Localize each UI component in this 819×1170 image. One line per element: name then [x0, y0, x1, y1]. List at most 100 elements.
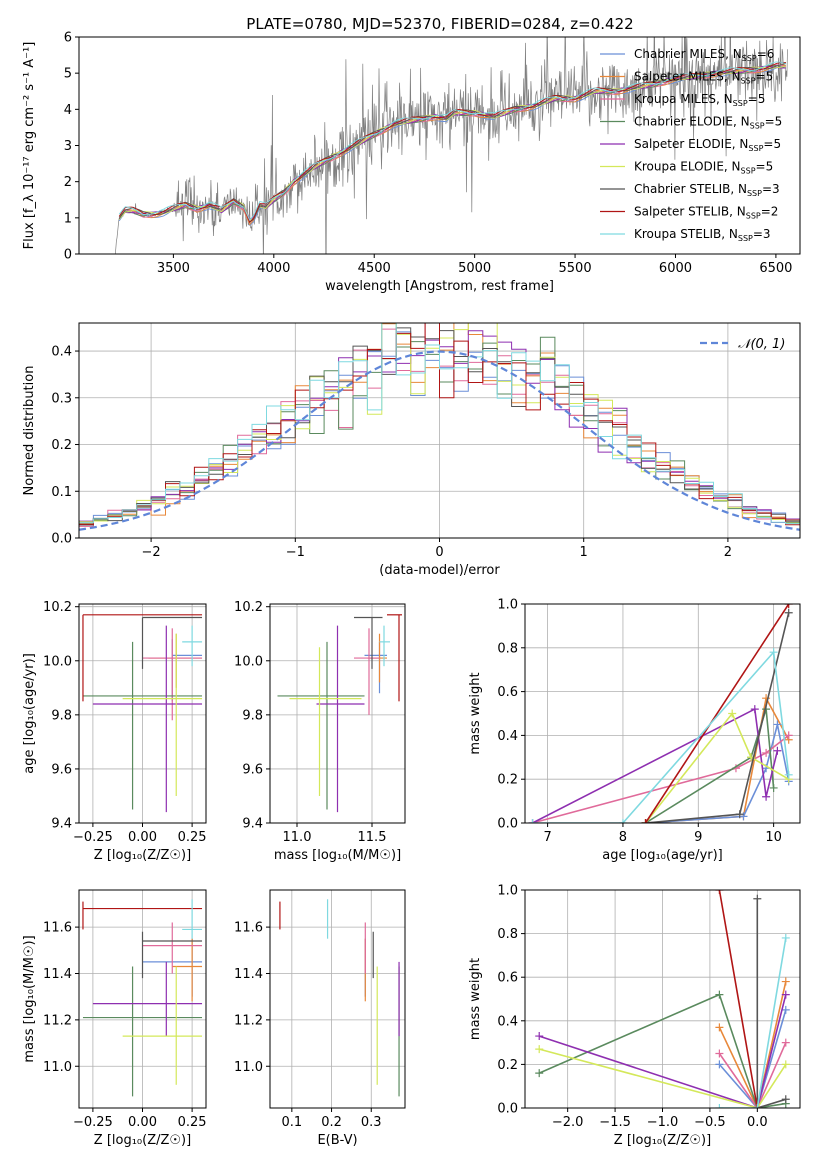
- model-kroupa-stelib: [118, 61, 787, 222]
- x-tick-label: 0.00: [128, 830, 157, 845]
- legend-sub: SSP: [750, 122, 765, 131]
- weight-marker: [618, 819, 627, 823]
- errorbar-chabrier-elodie: [82, 641, 203, 810]
- legend-suffix: =5: [765, 115, 783, 129]
- legend-sub: SSP: [747, 189, 762, 198]
- x-axis-label: age [log₁₀(age/yr)]: [602, 848, 723, 863]
- x-tick-label: 5000: [458, 261, 491, 276]
- weight-marker: [769, 648, 778, 657]
- legend-sub: SSP: [746, 212, 761, 221]
- weight-marker: [784, 608, 793, 617]
- legend-label: Kroupa STELIB, N: [634, 227, 738, 241]
- y-tick-label: 10.0: [43, 654, 72, 669]
- weight-marker: [762, 792, 771, 801]
- weight-line-salpeter-elodie: [532, 707, 779, 823]
- x-tick-label: −1.5: [599, 1115, 631, 1130]
- errorbar-salpeter-miles: [172, 938, 203, 1002]
- y-axis-label: mass [log₁₀(M/M☉)]: [22, 935, 37, 1062]
- legend-label: Chabrier ELODIE, N: [634, 115, 750, 129]
- legend-suffix: =5: [756, 160, 774, 174]
- x-axis-label: (data-model)/error: [379, 563, 500, 578]
- weight-line-kroupa-elodie: [538, 1048, 787, 1108]
- weight-line-salpeter-stelib: [718, 890, 759, 1108]
- y-tick-label: 3: [64, 139, 72, 154]
- legend-entry: Salpeter STELIB, NSSP=2: [634, 205, 778, 221]
- weight-marker: [715, 1023, 724, 1032]
- legend-sub: SSP: [741, 167, 756, 176]
- errorbars: [277, 614, 402, 813]
- x-tick-label: 4000: [257, 261, 290, 276]
- legend-entry: Chabrier ELODIE, NSSP=5: [634, 115, 782, 131]
- errorbar-kroupa-stelib: [182, 625, 203, 667]
- x-tick-label: 0.00: [128, 1115, 157, 1130]
- axes-frame: [269, 603, 406, 824]
- weight-marker: [762, 748, 771, 757]
- x-tick-label: 1: [580, 545, 588, 560]
- y-tick-label: 11.6: [234, 921, 263, 936]
- y-tick-label: 11.4: [43, 967, 72, 982]
- x-tick-label: 0.25: [178, 1115, 207, 1130]
- y-tick-label: 0.0: [497, 817, 518, 832]
- weight-marker: [535, 1032, 544, 1041]
- legend-entry: Kroupa STELIB, NSSP=3: [634, 227, 771, 243]
- y-axis-label: Normed distribution: [22, 366, 37, 496]
- y-tick-label: 9.6: [51, 762, 72, 777]
- x-tick-label: 11.5: [358, 830, 387, 845]
- x-tick-label: 3500: [157, 261, 190, 276]
- legend-label: Kroupa ELODIE, N: [634, 160, 741, 174]
- legend-suffix: =3: [753, 227, 771, 241]
- x-axis-label: E(B-V): [317, 1133, 357, 1148]
- errorbar-kroupa-stelib: [182, 899, 203, 939]
- x-tick-label: 4500: [358, 261, 391, 276]
- legend-suffix: =2: [761, 205, 779, 219]
- y-tick-label: 11.2: [43, 1013, 72, 1028]
- weight-lines: [535, 890, 790, 1108]
- y-tick-label: 1.0: [497, 598, 518, 613]
- weight-line-salpeter-miles: [718, 981, 787, 1108]
- legend-sub: SSP: [741, 77, 756, 86]
- axes-frame: [78, 889, 207, 1109]
- x-tick-label: 0: [435, 545, 443, 560]
- y-tick-label: 11.6: [43, 921, 72, 936]
- y-tick-label: 11.2: [234, 1013, 263, 1028]
- spectrum-lines: [114, 37, 788, 254]
- x-tick-label: 8: [619, 830, 627, 845]
- x-tick-label: 5500: [559, 261, 592, 276]
- errorbar-salpeter-elodie: [316, 625, 365, 813]
- weight-marker: [715, 1049, 724, 1058]
- x-tick-label: 11.0: [283, 830, 312, 845]
- errorbar-salpeter-stelib: [82, 614, 203, 702]
- axes-frame: [78, 603, 207, 824]
- errorbars: [279, 899, 400, 1097]
- y-axis-label: age [log₁₀(age/yr)]: [22, 653, 37, 774]
- weight-line-kroupa-stelib: [532, 650, 790, 823]
- legend-sub: SSP: [748, 144, 763, 153]
- x-tick-label: −2: [142, 545, 161, 560]
- weight-line-chabrier-stelib: [756, 898, 787, 1108]
- panel-age-vs-z: −0.25 0.00 0.25 9.4 9.6 9.8 10.0 10.2 Z [log₁₀(Z…: [22, 600, 207, 863]
- x-axis-label: mass [log₁₀(M/M☉)]: [274, 848, 401, 863]
- legend-label: Chabrier STELIB, N: [634, 182, 747, 196]
- errorbar-salpeter-stelib: [82, 901, 203, 930]
- y-tick-label: 11.0: [43, 1060, 72, 1075]
- errorbar-kroupa-elodie: [122, 633, 203, 796]
- hist-kroupa-stelib: [79, 323, 800, 528]
- x-tick-label: −1.0: [647, 1115, 679, 1130]
- weight-line-kroupa-miles: [718, 1042, 787, 1108]
- legend-label: Chabrier MILES, N: [634, 47, 742, 61]
- weight-marker: [781, 1095, 790, 1104]
- x-tick-label: 6500: [759, 261, 792, 276]
- legend-sub: SSP: [742, 54, 757, 63]
- weight-line-salpeter-elodie: [538, 994, 787, 1108]
- weight-line-chabrier-elodie: [538, 993, 786, 1108]
- errorbar-kroupa-elodie: [122, 966, 203, 1085]
- weight-marker: [773, 720, 782, 729]
- legend-suffix: =3: [762, 182, 780, 196]
- errorbar-kroupa-elodie: [289, 647, 362, 796]
- x-axis-label: Z [log₁₀(Z/Z☉)]: [614, 1133, 711, 1148]
- errorbar-kroupa-miles: [354, 628, 380, 715]
- x-axis-label: Z [log₁₀(Z/Z☉)]: [94, 1133, 191, 1148]
- y-tick-label: 11.4: [234, 967, 263, 982]
- errorbars: [82, 899, 203, 1097]
